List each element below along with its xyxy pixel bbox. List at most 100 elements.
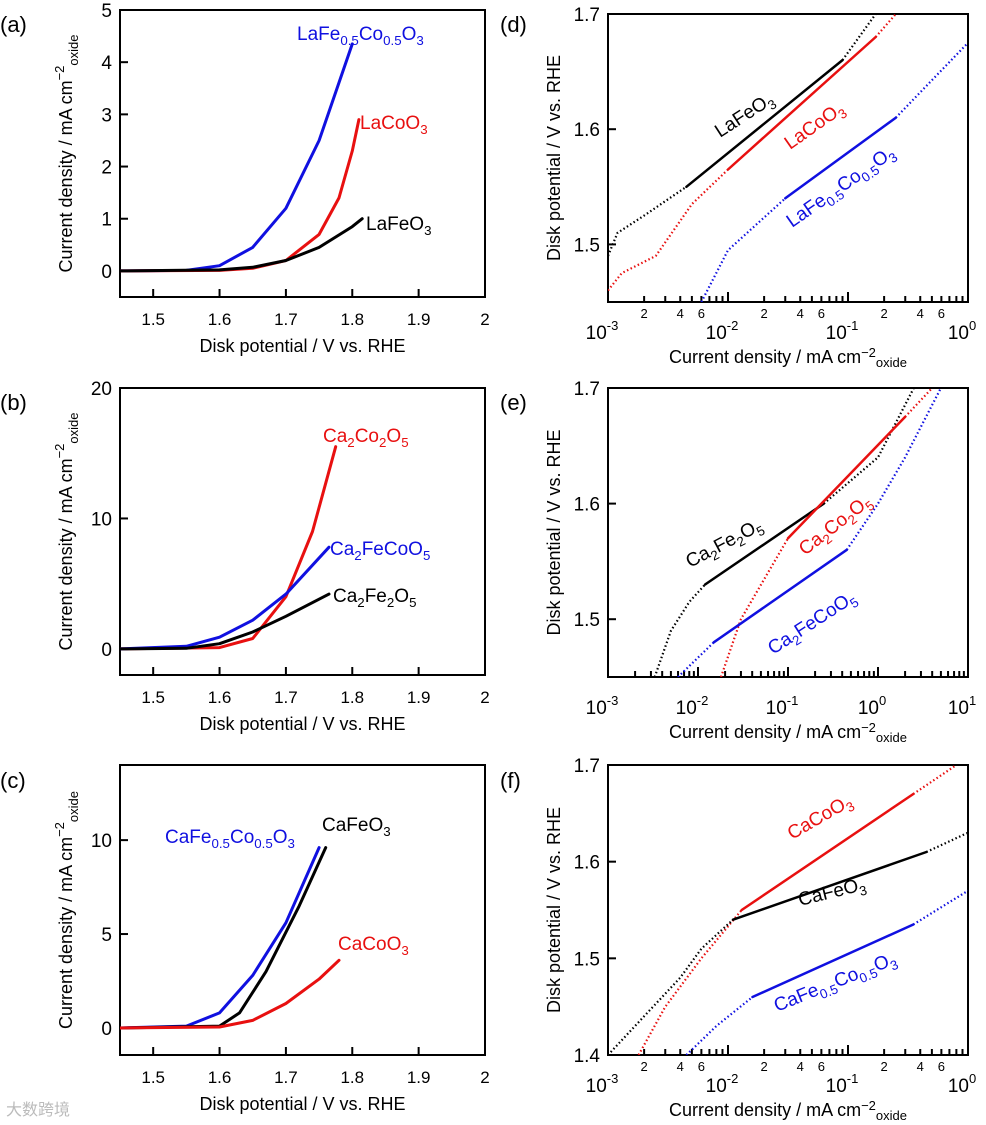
- y-tick-label: 1.4: [574, 1046, 601, 1067]
- x-minor-tick-label: 2: [881, 1059, 888, 1074]
- series-line: [120, 217, 364, 273]
- x-tick-label: 1.7: [274, 310, 298, 329]
- panel-b: (b) 0 10 20 1.5 1.6 1.7 1.8 1.9 2 Disk potential /…: [0, 379, 490, 734]
- y-axis-label: Current density / mA cm−2oxide: [52, 35, 81, 273]
- series-Ca2Co2O5: [120, 445, 338, 651]
- series-label: LaFeO3: [711, 89, 779, 145]
- series-label: Ca2Co2O5: [323, 426, 409, 450]
- series-LaCoO3: [120, 118, 361, 273]
- x-minor-tick-label: 6: [818, 306, 825, 321]
- x-tick-label: 1.8: [340, 310, 364, 329]
- y-tick-label: 10: [91, 509, 112, 530]
- series-dotted-segment: [677, 641, 715, 677]
- series-line: [740, 792, 915, 912]
- x-tick-label: 1.9: [407, 688, 431, 707]
- series-label: Ca2Co2O5: [795, 491, 877, 563]
- series-CaCoO3: [120, 958, 341, 1030]
- x-tick-label: 1.6: [208, 310, 232, 329]
- x-tick-label: 10-3: [586, 1071, 619, 1097]
- y-tick-label: 1.5: [574, 235, 600, 256]
- y-tick-label: 1.6: [574, 495, 600, 516]
- series-CaCoO3: [637, 765, 958, 1055]
- series-line: [726, 35, 877, 171]
- y-tick-label: 2: [101, 158, 112, 179]
- x-tick-label: 1.5: [141, 688, 165, 707]
- series-dotted-segment: [608, 168, 729, 292]
- x-tick-label: 10-3: [586, 693, 619, 719]
- series-LaFeO3: [120, 217, 364, 273]
- series-dotted-segment: [653, 583, 706, 677]
- x-tick-label: 2: [480, 1068, 489, 1087]
- panel-e: (e) 1.5 1.6 1.7 10-3 10-2 10-1 100 101 Current de…: [500, 379, 976, 745]
- x-minor-tick-label: 4: [797, 306, 804, 321]
- x-tick-label: 10-3: [586, 318, 619, 344]
- series-line: [685, 58, 844, 189]
- x-minor-tick-label: 2: [761, 1059, 768, 1074]
- series-label: LaFe0.5Co0.5O3: [297, 24, 424, 48]
- series-label: Ca2Fe2O5: [333, 586, 416, 610]
- x-minor-tick-label: 6: [938, 306, 945, 321]
- plot-frame: [607, 13, 969, 303]
- y-tick-label: 1.5: [574, 949, 600, 970]
- series-line: [703, 502, 826, 586]
- x-minor-tick-label: 6: [938, 1059, 945, 1074]
- y-tick-label: 1: [101, 210, 112, 231]
- panel-a: (a) 0 1 2 3 4 5 1.5 1.6 1.7 1.8 1.9 2 Disk potential …: [0, 1, 490, 356]
- series-line: [120, 592, 331, 651]
- y-axis-label: Disk potential / V vs. RHE: [544, 807, 564, 1013]
- y-tick-label: 0: [101, 640, 112, 661]
- x-minor-tick-label: 6: [698, 306, 705, 321]
- x-axis-label: Current density / mA cm−2oxide: [669, 1098, 907, 1123]
- y-tick-label: 1.7: [574, 379, 600, 400]
- series-line: [784, 116, 898, 200]
- series-label: LaCoO3: [360, 113, 428, 137]
- series-line: [712, 548, 849, 644]
- series-label: Ca2FeCoO5: [330, 539, 430, 563]
- x-tick-label: 1.8: [340, 1068, 364, 1087]
- y-tick-label: 3: [101, 105, 112, 126]
- series-line: [120, 545, 331, 651]
- x-minor-tick-label: 6: [698, 1059, 705, 1074]
- x-minor-tick-label: 2: [881, 306, 888, 321]
- series-LaFeO3: [608, 14, 877, 257]
- x-tick-label: 101: [948, 693, 976, 719]
- x-tick-label: 1.5: [141, 310, 165, 329]
- series-line: [120, 445, 338, 651]
- series-dotted-segment: [637, 909, 743, 1055]
- x-minor-tick-label: 2: [641, 306, 648, 321]
- series-line: [120, 118, 361, 273]
- x-tick-label: 10-2: [706, 318, 739, 344]
- series-dotted-segment: [845, 388, 942, 551]
- x-axis-label: Disk potential / V vs. RHE: [199, 714, 405, 734]
- x-tick-label: 10-2: [706, 1071, 739, 1097]
- x-tick-label: 100: [948, 1071, 976, 1097]
- series-label: Ca2Fe2O5: [682, 515, 767, 575]
- series-dotted-segment: [719, 537, 789, 677]
- series-dotted-segment: [608, 185, 688, 257]
- y-tick-label: 5: [101, 1, 112, 22]
- x-minor-tick-label: 4: [797, 1059, 804, 1074]
- series-Ca2FeCoO5: [120, 545, 331, 651]
- series-label: LaFeO3: [366, 214, 432, 238]
- x-tick-label: 1.6: [208, 688, 232, 707]
- y-tick-label: 4: [101, 53, 112, 74]
- x-minor-tick-label: 4: [917, 1059, 924, 1074]
- y-axis-label: Disk potential / V vs. RHE: [544, 55, 564, 261]
- x-axis-label: Disk potential / V vs. RHE: [199, 1094, 405, 1114]
- panel-letter: (f): [500, 768, 521, 793]
- y-tick-label: 0: [101, 1019, 112, 1040]
- series-dotted-segment: [912, 889, 968, 926]
- y-tick-label: 5: [101, 925, 112, 946]
- y-tick-label: 1.5: [574, 610, 600, 631]
- plot-frame: [607, 764, 969, 1056]
- panel-letter: (b): [0, 390, 27, 415]
- y-tick-label: 1.6: [574, 853, 600, 874]
- x-tick-label: 2: [480, 310, 489, 329]
- y-tick-label: 1.7: [574, 5, 600, 26]
- x-minor-tick-label: 6: [818, 1059, 825, 1074]
- plot-frame: [119, 764, 486, 1056]
- x-tick-label: 10-1: [766, 693, 799, 719]
- series-Ca2Fe2O5: [120, 592, 331, 651]
- x-axis-label: Disk potential / V vs. RHE: [199, 336, 405, 356]
